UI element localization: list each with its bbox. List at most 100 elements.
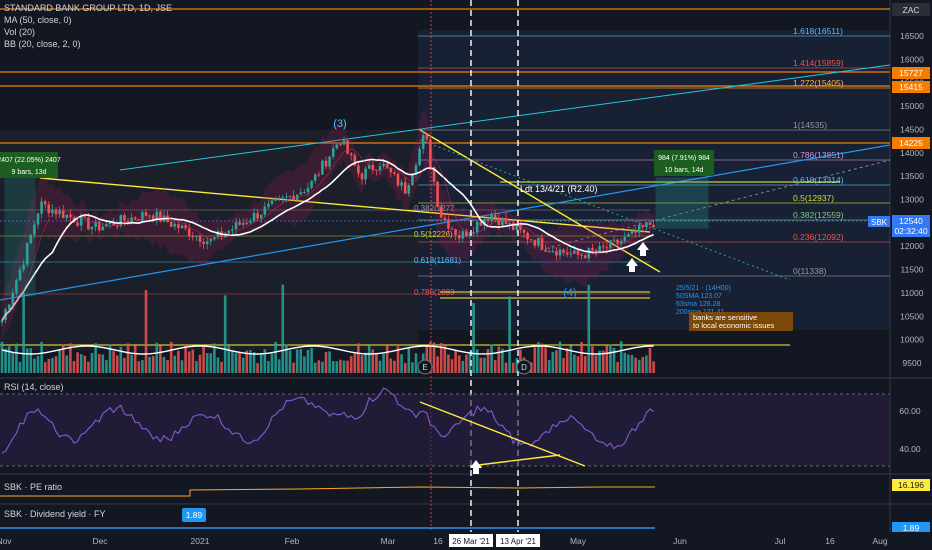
candle-body[interactable]	[144, 212, 148, 217]
candle-body[interactable]	[378, 166, 382, 171]
candle-body[interactable]	[87, 217, 90, 230]
dividend-event-icon[interactable]	[516, 359, 532, 375]
candle-body[interactable]	[303, 191, 306, 193]
candle-body[interactable]	[504, 218, 508, 225]
candle-body[interactable]	[533, 240, 537, 246]
wave-4-label[interactable]: (4)	[563, 287, 576, 299]
candle-body[interactable]	[519, 224, 522, 230]
candle-body[interactable]	[421, 135, 425, 149]
candle-body[interactable]	[612, 239, 616, 241]
candle-body[interactable]	[447, 219, 450, 229]
candle-body[interactable]	[346, 140, 349, 154]
candle-body[interactable]	[429, 139, 432, 167]
candle-body[interactable]	[551, 251, 555, 253]
candle-body[interactable]	[627, 234, 630, 237]
candle-body[interactable]	[205, 241, 209, 245]
candle-body[interactable]	[418, 148, 421, 166]
rsi-trend-up[interactable]	[469, 454, 561, 467]
candle-body[interactable]	[457, 235, 461, 239]
candle-body[interactable]	[123, 215, 126, 221]
candle-body[interactable]	[411, 174, 414, 186]
candle-body[interactable]	[130, 217, 133, 223]
candle-body[interactable]	[526, 232, 529, 240]
candle-body[interactable]	[569, 253, 573, 255]
rsi-pane[interactable]: 60.00 40.00	[0, 387, 921, 474]
candle-body[interactable]	[15, 280, 18, 293]
time-highlight[interactable]: 26 Mar '21	[452, 537, 490, 546]
candle-body[interactable]	[490, 214, 493, 220]
candle-body[interactable]	[61, 210, 65, 219]
candle-body[interactable]	[544, 249, 547, 252]
candle-body[interactable]	[630, 230, 634, 235]
candle-body[interactable]	[36, 213, 40, 225]
fib-levels[interactable]: 1.618(16511) 1.414(15859) 1.272(15405) 1(14…	[0, 26, 890, 297]
candle-body[interactable]	[90, 226, 94, 230]
ma-legend[interactable]: MA (50, close, 0)	[4, 15, 72, 25]
annotations[interactable]: (3) (4) 2407 (22.05%) 2407 9 bars, 13d 984 (…	[0, 118, 793, 375]
candle-body[interactable]	[486, 219, 490, 221]
candle-body[interactable]	[267, 203, 270, 207]
candle-body[interactable]	[616, 239, 619, 244]
candle-body[interactable]	[187, 228, 191, 237]
candle-body[interactable]	[97, 221, 101, 231]
candle-body[interactable]	[151, 215, 155, 221]
candle-body[interactable]	[605, 247, 609, 249]
candle-body[interactable]	[331, 148, 335, 157]
candle-body[interactable]	[454, 229, 457, 236]
candle-body[interactable]	[591, 248, 594, 251]
measure-box-left[interactable]	[4, 177, 36, 297]
candle-body[interactable]	[18, 269, 22, 281]
candle-body[interactable]	[555, 251, 558, 256]
candle-body[interactable]	[184, 225, 187, 229]
pe-value[interactable]: 16.196	[898, 480, 924, 490]
bb-legend[interactable]: BB (20, close, 2, 0)	[4, 39, 81, 49]
candle-body[interactable]	[623, 236, 627, 242]
candle-body[interactable]	[382, 163, 385, 167]
candle-body[interactable]	[112, 221, 115, 226]
candle-body[interactable]	[209, 238, 213, 242]
candle-body[interactable]	[547, 251, 551, 253]
candle-body[interactable]	[259, 214, 263, 219]
price-label[interactable]: 14225	[899, 138, 923, 148]
candle-body[interactable]	[202, 241, 205, 245]
dividend-pane[interactable]: 1.89 1.89	[0, 508, 930, 533]
candle-body[interactable]	[414, 165, 418, 175]
candle-body[interactable]	[198, 235, 202, 242]
candle-body[interactable]	[652, 224, 655, 228]
candle-body[interactable]	[493, 214, 497, 218]
candle-body[interactable]	[79, 216, 83, 226]
candle-body[interactable]	[385, 163, 389, 168]
candle-body[interactable]	[360, 173, 364, 180]
candle-body[interactable]	[634, 230, 637, 233]
candle-body[interactable]	[540, 237, 544, 250]
candle-body[interactable]	[601, 246, 605, 248]
earnings-event-icon[interactable]	[417, 359, 433, 375]
candle-body[interactable]	[277, 197, 281, 200]
currency-label[interactable]: ZAC	[903, 5, 920, 15]
candle-body[interactable]	[288, 195, 292, 197]
symbol-title[interactable]: STANDARD BANK GROUP LTD, 1D, JSE	[4, 3, 172, 13]
candle-body[interactable]	[367, 164, 371, 169]
candle-body[interactable]	[33, 224, 36, 235]
candle-body[interactable]	[133, 217, 137, 220]
candle-body[interactable]	[94, 221, 97, 227]
candle-body[interactable]	[47, 204, 51, 214]
candle-body[interactable]	[475, 221, 479, 233]
trend-lines[interactable]	[0, 64, 891, 346]
candle-body[interactable]	[324, 160, 328, 167]
candle-body[interactable]	[580, 254, 583, 256]
candle-body[interactable]	[472, 232, 475, 234]
measure-box-right[interactable]	[655, 177, 709, 229]
candle-body[interactable]	[465, 231, 468, 237]
time-axis[interactable]: NovDec2021FebMar16AprMayJunJul16Aug26 Ma…	[0, 532, 932, 550]
candle-body[interactable]	[22, 264, 25, 270]
yellow-trend[interactable]	[39, 177, 651, 233]
time-highlight[interactable]: 13 Apr '21	[500, 537, 536, 546]
candle-body[interactable]	[508, 222, 511, 225]
candle-body[interactable]	[583, 255, 587, 259]
candle-body[interactable]	[101, 226, 105, 231]
candle-body[interactable]	[439, 206, 443, 218]
channel-lower[interactable]	[0, 144, 891, 301]
candle-body[interactable]	[522, 229, 526, 233]
